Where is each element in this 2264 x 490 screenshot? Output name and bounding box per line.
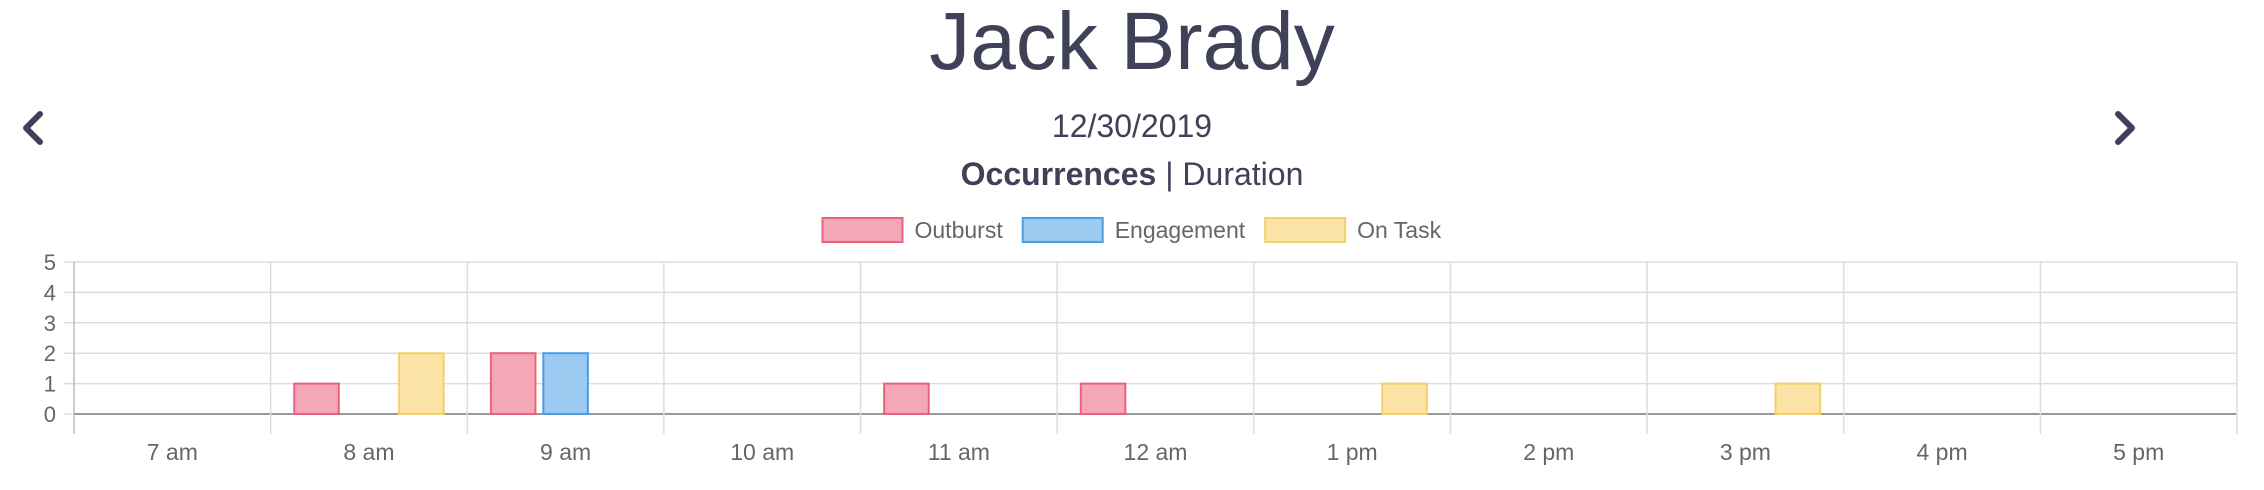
metric-toggle: Occurrences | Duration xyxy=(0,154,2264,194)
y-tick-label: 0 xyxy=(44,402,56,427)
next-day-button[interactable] xyxy=(2104,108,2144,148)
bar-outburst[interactable] xyxy=(489,352,537,415)
bar-on-task[interactable] xyxy=(398,352,445,415)
bar-on-task[interactable] xyxy=(1774,382,1822,416)
duration-tab[interactable]: Duration xyxy=(1182,156,1304,192)
chevron-right-icon xyxy=(2115,111,2135,145)
x-tick-label: 4 pm xyxy=(1916,439,1967,465)
bar-outburst[interactable] xyxy=(883,382,930,416)
x-tick-label: 8 am xyxy=(343,439,394,465)
y-tick-label: 1 xyxy=(44,372,56,397)
legend-swatch-engagement[interactable] xyxy=(1021,217,1104,243)
x-tick-label: 9 am xyxy=(540,439,591,465)
current-date: 12/30/2019 xyxy=(1051,108,1213,144)
x-tick-label: 7 am xyxy=(147,439,198,465)
legend-swatch-on-task[interactable] xyxy=(1264,217,1347,243)
legend-label-engagement[interactable]: Engagement xyxy=(1115,217,1246,243)
y-tick-label: 4 xyxy=(44,280,56,305)
toggle-separator: | xyxy=(1156,156,1183,192)
x-tick-label: 5 pm xyxy=(2113,439,2164,465)
bar-outburst[interactable] xyxy=(1079,382,1127,416)
legend-swatch-outburst[interactable] xyxy=(821,217,904,243)
bar-outburst[interactable] xyxy=(293,382,340,416)
legend-label-outburst[interactable]: Outburst xyxy=(915,217,1004,243)
x-tick-label: 12 am xyxy=(1124,439,1188,465)
bar-engagement[interactable] xyxy=(542,352,589,415)
x-tick-label: 10 am xyxy=(730,439,794,465)
x-tick-label: 11 am xyxy=(928,439,990,465)
x-tick-label: 2 pm xyxy=(1523,439,1574,465)
previous-day-button[interactable] xyxy=(14,108,54,148)
x-tick-label: 3 pm xyxy=(1720,439,1771,465)
occurrences-tab[interactable]: Occurrences xyxy=(960,156,1157,192)
y-tick-label: 3 xyxy=(44,311,56,336)
bar-on-task[interactable] xyxy=(1381,382,1428,416)
y-tick-label: 5 xyxy=(44,250,56,275)
student-name: Jack Brady xyxy=(929,0,1335,87)
y-tick-label: 2 xyxy=(44,341,56,366)
chevron-left-icon xyxy=(23,111,43,145)
legend-label-on-task[interactable]: On Task xyxy=(1357,217,1441,243)
occurrences-bar-chart: Outburst Engagement On Task 0 1 2 3 4 5 7 am 8 am 9… xyxy=(44,217,2238,465)
x-tick-label: 1 pm xyxy=(1327,439,1378,465)
